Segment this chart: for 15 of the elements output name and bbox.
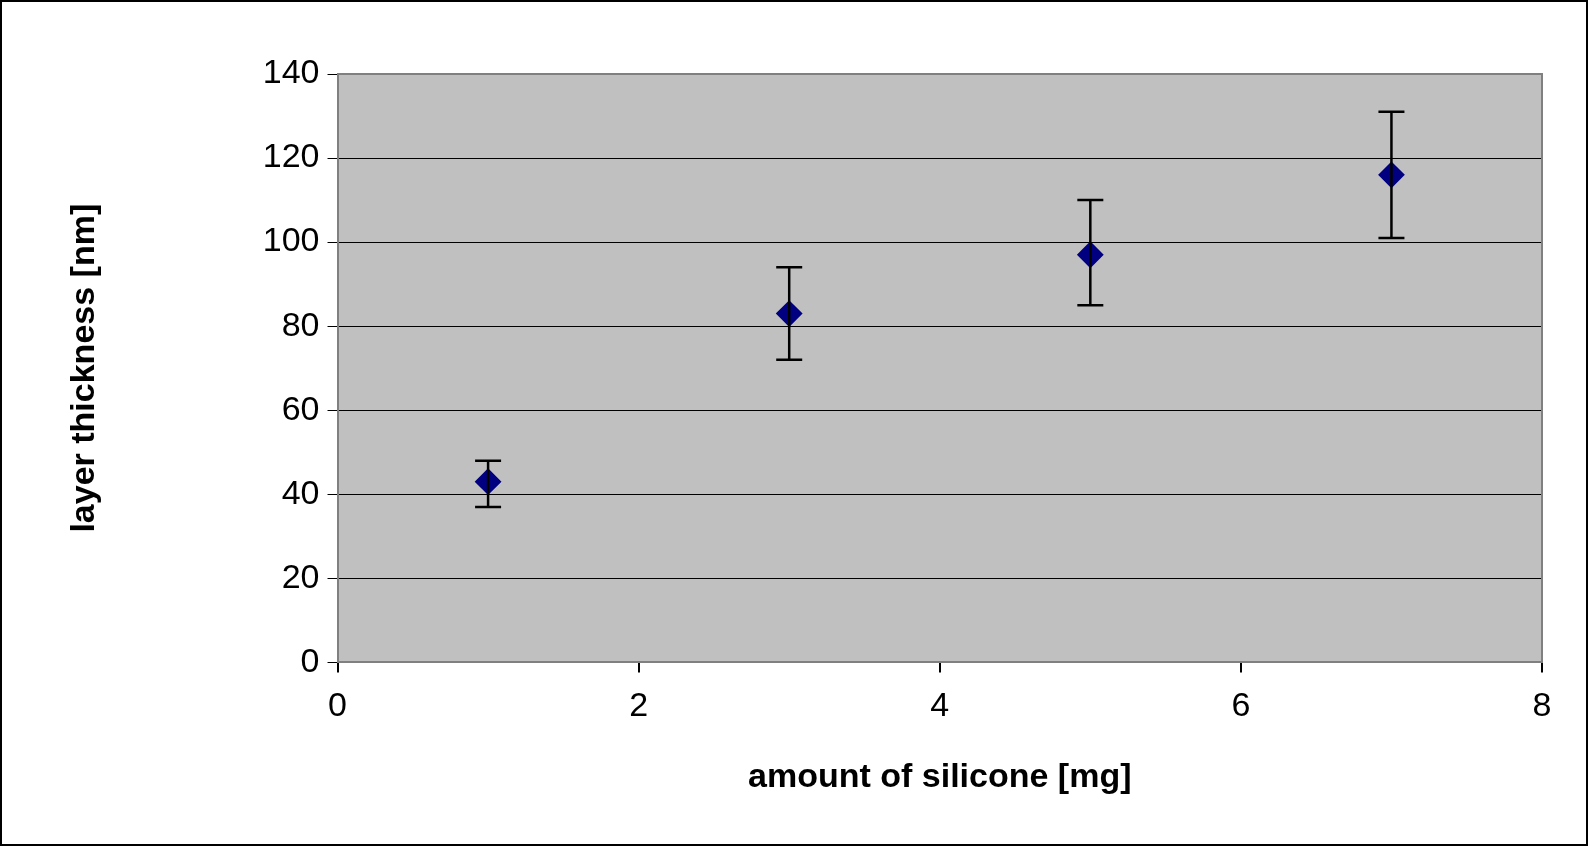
y-tick-label: 100 <box>262 220 320 259</box>
y-tick-label: 20 <box>281 556 320 595</box>
y-tick-label: 80 <box>281 304 320 343</box>
x-tick-label: 6 <box>1231 685 1251 724</box>
x-tick-label: 2 <box>629 685 649 724</box>
y-tick-label: 0 <box>300 640 320 679</box>
y-tick-label: 120 <box>262 136 320 175</box>
y-tick-label: 60 <box>281 388 320 427</box>
y-tick-label: 40 <box>281 472 320 511</box>
x-axis-title: amount of silicone [mg] <box>748 755 1132 794</box>
x-tick-label: 4 <box>930 685 950 724</box>
y-tick-label: 140 <box>262 52 320 91</box>
y-axis-title: layer thickness [nm] <box>62 203 101 533</box>
x-tick-label: 0 <box>328 685 347 724</box>
x-tick-label: 8 <box>1532 685 1552 724</box>
